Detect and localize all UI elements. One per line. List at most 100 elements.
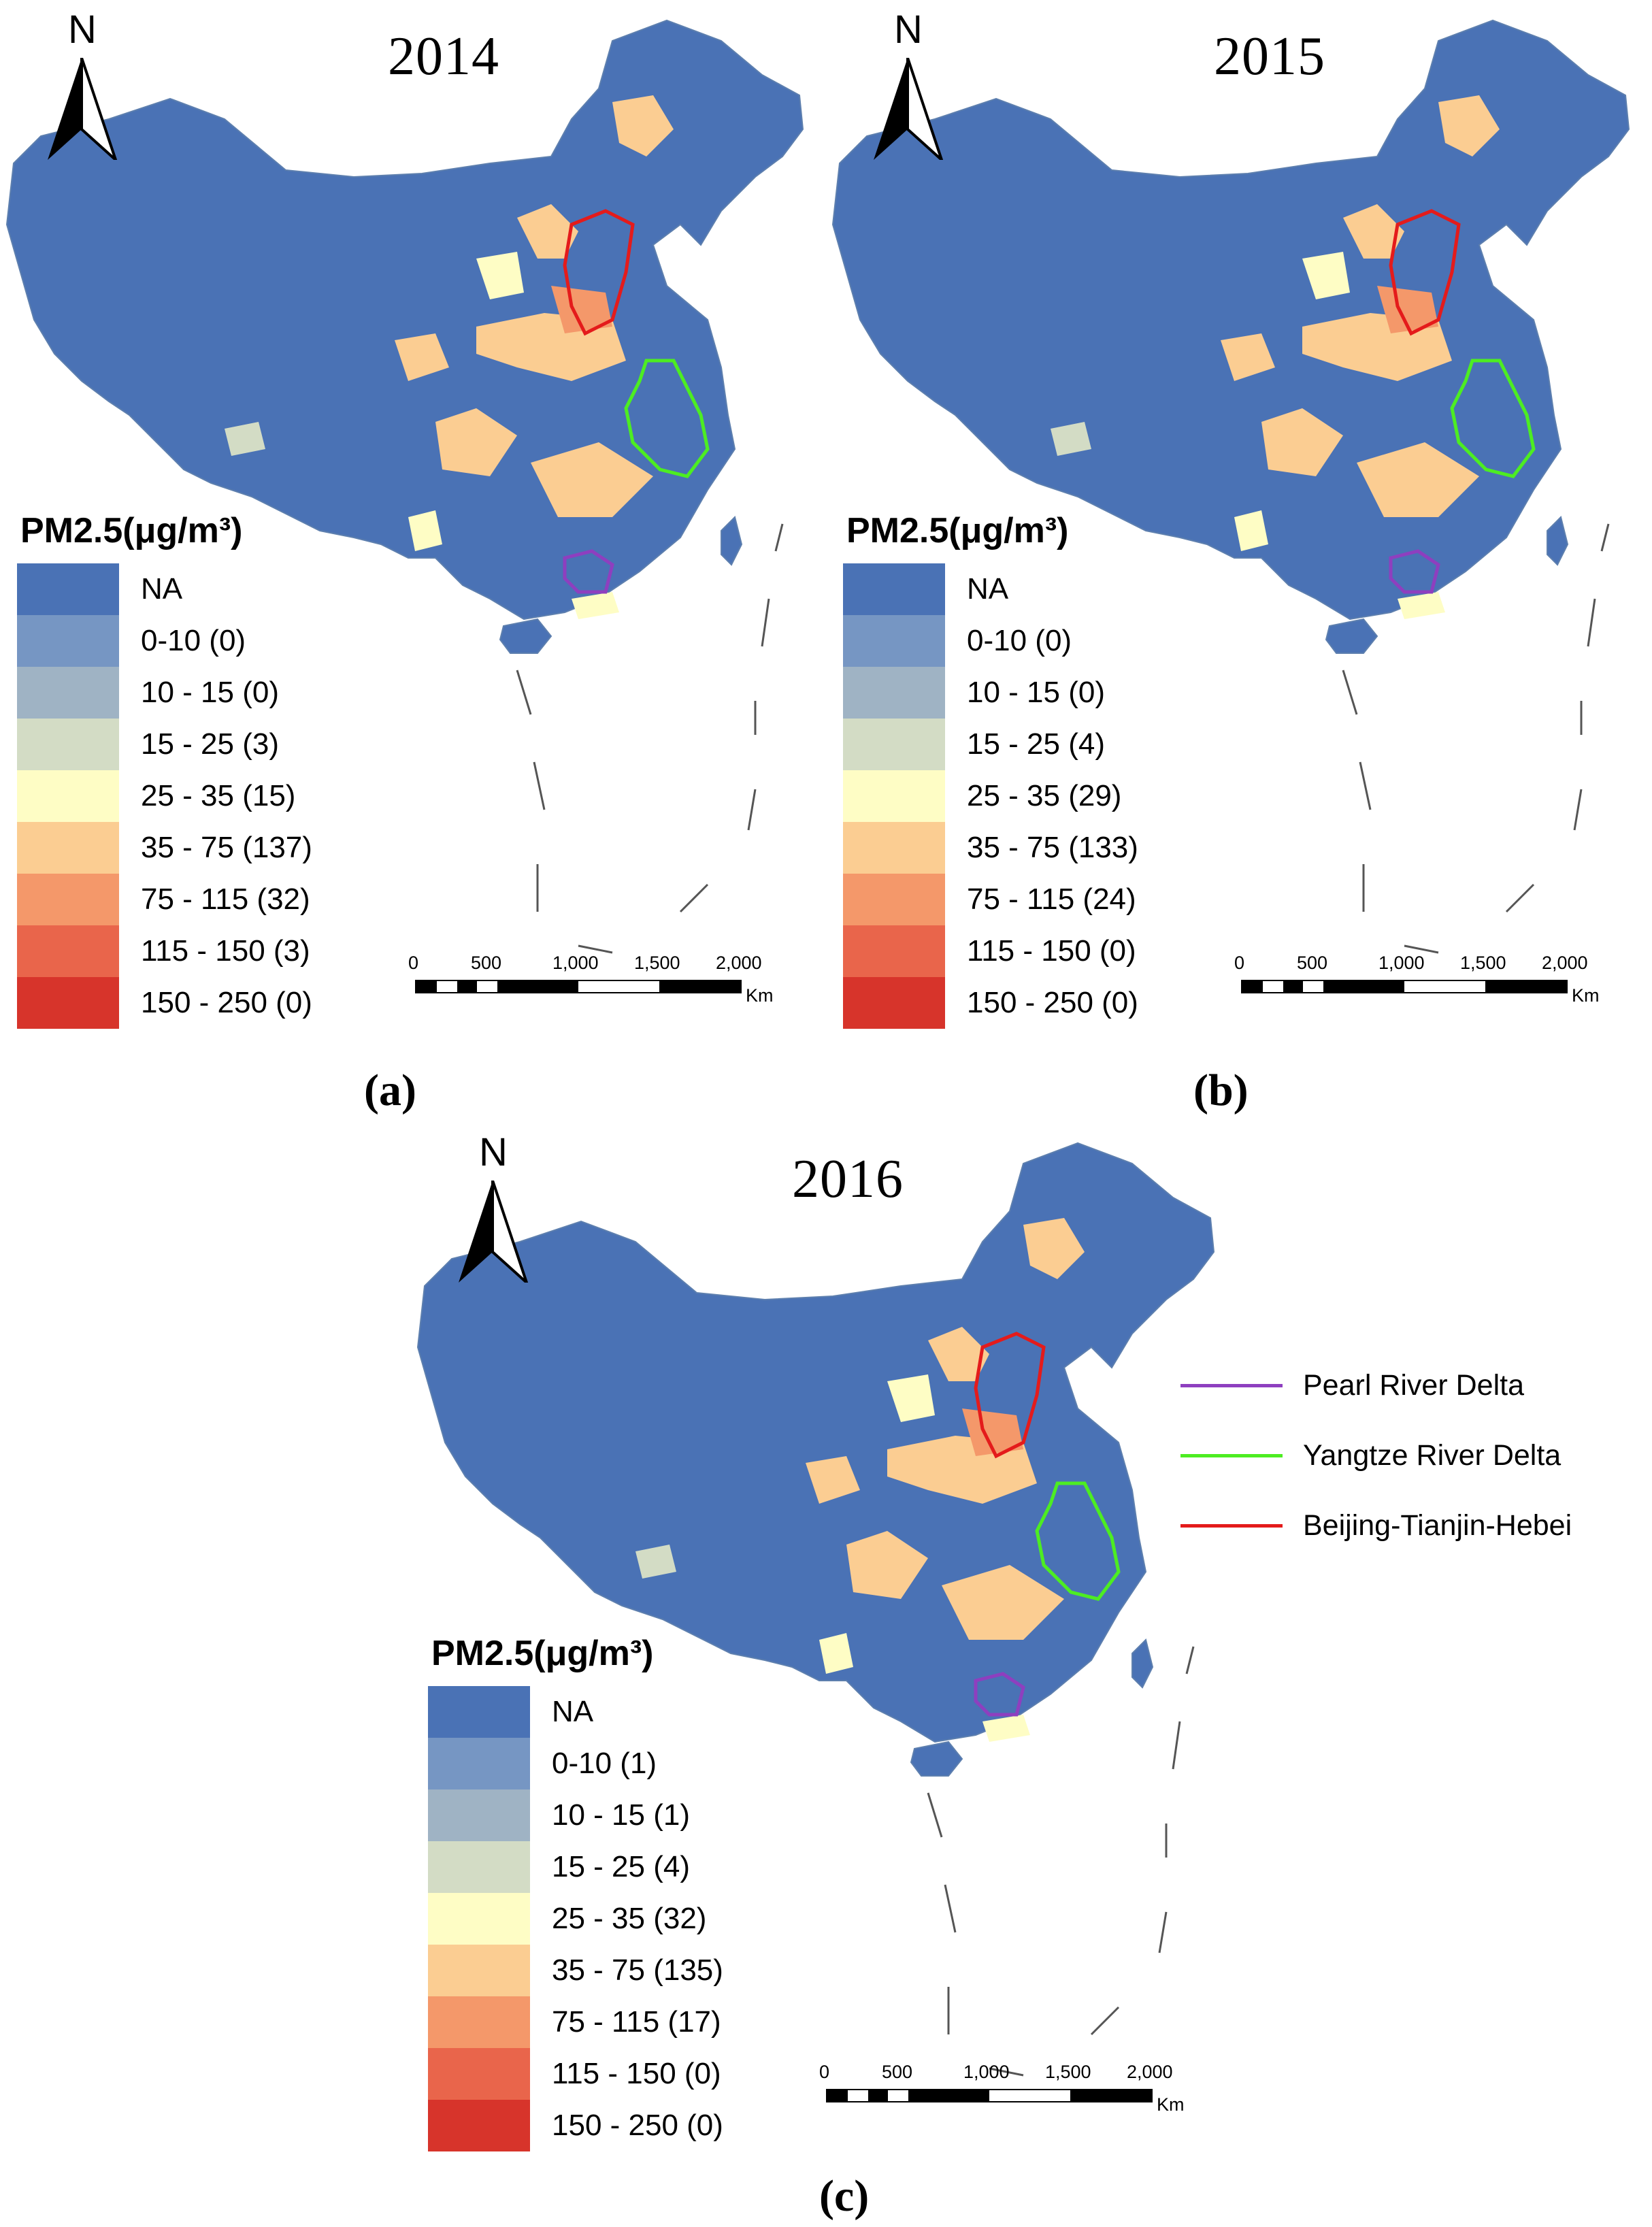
beijing-tianjin-hebei-outline — [974, 1332, 1046, 1459]
patch-orange-north — [1343, 204, 1404, 259]
yangtze-river-delta-outline — [624, 359, 710, 478]
scale-segment — [827, 2090, 848, 2101]
scale-segment — [1242, 981, 1263, 992]
china-map — [416, 1142, 1215, 2077]
legend-item: 10 - 15 (0) — [17, 667, 312, 719]
legend-swatch — [17, 874, 119, 925]
scale-tick-label: 500 — [1297, 953, 1328, 973]
patch-orange-ne — [1023, 1218, 1085, 1279]
patch-orange-midwest — [806, 1456, 860, 1504]
scale-tick-label: 1,000 — [963, 2062, 1010, 2082]
patch-orange-north — [928, 1327, 989, 1381]
legend-item: 150 - 250 (0) — [428, 2100, 723, 2151]
legend-item: 115 - 150 (3) — [17, 925, 312, 977]
patch-orange-south — [1261, 408, 1343, 476]
legend-label: 75 - 115 (17) — [552, 2005, 721, 2039]
pm25-patches — [225, 95, 674, 619]
region-line-pearl — [1180, 1384, 1283, 1387]
region-label-yangtze: Yangtze River Delta — [1303, 1439, 1562, 1472]
north-letter: N — [68, 7, 97, 52]
scale-tick-label: 2,000 — [1542, 953, 1588, 973]
legend-label: 10 - 15 (1) — [552, 1798, 690, 1832]
region-line-yangtze — [1180, 1454, 1283, 1457]
panel-label: (a) — [364, 1066, 416, 1115]
legend-swatch — [428, 2100, 530, 2151]
region-legend-item: Yangtze River Delta — [1180, 1421, 1572, 1491]
legend-label: 115 - 150 (0) — [967, 934, 1136, 968]
scale-bar-graphic — [1241, 980, 1568, 993]
legend-label: NA — [552, 1695, 594, 1728]
patch-red-orange-central — [1377, 286, 1438, 333]
scale-segment — [1404, 981, 1485, 992]
region-legend-item: Beijing-Tianjin-Hebei — [1180, 1491, 1572, 1561]
north-arrow-icon — [48, 58, 118, 160]
legend-label: 0-10 (0) — [141, 624, 246, 657]
legend-label: 35 - 75 (137) — [141, 831, 312, 864]
legend-swatch — [843, 667, 945, 719]
scale-segment — [659, 981, 740, 992]
scale-segment — [847, 2090, 868, 2101]
legend-items: NA 0-10 (0) 10 - 15 (0) 15 - 25 (4) 25 - 35 … — [843, 563, 1138, 1029]
year-title: 2015 — [1214, 27, 1325, 86]
panel-2015: 2015 N PM2.5(μg/m³) NA 0-10 (0) 10 - 15 (0… — [826, 0, 1652, 1115]
pm25-legend: PM2.5(μg/m³) NA 0-10 (0) 10 - 15 (0) 15 - 2… — [843, 510, 1138, 1029]
north-letter: N — [479, 1130, 508, 1174]
region-line-bth — [1180, 1524, 1283, 1528]
legend-item: 35 - 75 (133) — [843, 822, 1138, 874]
legend-item: NA — [843, 563, 1138, 615]
scale-bar-graphic — [826, 2089, 1153, 2102]
pearl-river-delta-outline — [974, 1672, 1025, 1717]
north-arrow: N — [863, 7, 952, 163]
legend-title: PM2.5(μg/m³) — [846, 511, 1069, 550]
patch-orange-se — [531, 442, 653, 517]
panel-2016: 2016 N PM2.5(μg/m³) NA 0-10 (1) 10 - 15 (1… — [411, 1123, 1237, 2225]
yangtze-river-delta-outline — [1035, 1481, 1121, 1601]
legend-label: 10 - 15 (0) — [141, 676, 279, 709]
china-map — [5, 19, 804, 954]
scale-segment — [1323, 981, 1404, 992]
scale-unit: Km — [746, 985, 774, 1006]
hainan-island — [1325, 618, 1378, 654]
legend-title: PM2.5(μg/m³) — [20, 511, 243, 550]
north-arrow: N — [448, 1129, 537, 1286]
patch-orange-se — [942, 1565, 1064, 1640]
legend-label: NA — [141, 572, 183, 606]
scale-segment — [888, 2090, 908, 2101]
patch-yellow-south — [982, 1715, 1030, 1742]
legend-swatch — [428, 1789, 530, 1841]
scale-segment — [416, 981, 437, 992]
legend-item: 0-10 (0) — [17, 615, 312, 667]
legend-item: 15 - 25 (4) — [428, 1841, 723, 1893]
legend-item: NA — [17, 563, 312, 615]
nine-dash-line — [1342, 523, 1610, 954]
legend-swatch — [428, 1738, 530, 1789]
china-map — [831, 19, 1630, 954]
legend-item: NA — [428, 1686, 723, 1738]
legend-item: 0-10 (1) — [428, 1738, 723, 1789]
legend-label: 25 - 35 (29) — [967, 779, 1122, 812]
scale-segment — [436, 981, 457, 992]
patch-yellow-north — [887, 1374, 935, 1422]
panel-label: (c) — [819, 2171, 870, 2221]
legend-swatch — [17, 615, 119, 667]
legend-item: 25 - 35 (29) — [843, 770, 1138, 822]
scale-tick-label: 1,000 — [1378, 953, 1425, 973]
scale-bar: Km 0 500 1,000 1,500 2,000 — [408, 953, 774, 1014]
patch-green-sw — [1051, 422, 1091, 456]
legend-item: 10 - 15 (0) — [843, 667, 1138, 719]
panel-label: (b) — [1193, 1066, 1249, 1115]
legend-swatch — [17, 925, 119, 977]
legend-label: 150 - 250 (0) — [552, 2109, 723, 2142]
legend-items: NA 0-10 (1) 10 - 15 (1) 15 - 25 (4) 25 - 35 … — [428, 1686, 723, 2151]
patch-orange-ne — [612, 95, 674, 156]
legend-item: 75 - 115 (32) — [17, 874, 312, 925]
scale-segment — [477, 981, 497, 992]
scale-segment — [457, 981, 478, 992]
yangtze-river-delta-outline — [1450, 359, 1536, 478]
legend-swatch — [843, 770, 945, 822]
patch-orange-south — [846, 1531, 928, 1599]
scale-segment — [1070, 2090, 1151, 2101]
legend-label: 115 - 150 (0) — [552, 2057, 721, 2090]
legend-label: 15 - 25 (3) — [141, 727, 279, 761]
scale-segment — [1303, 981, 1323, 992]
